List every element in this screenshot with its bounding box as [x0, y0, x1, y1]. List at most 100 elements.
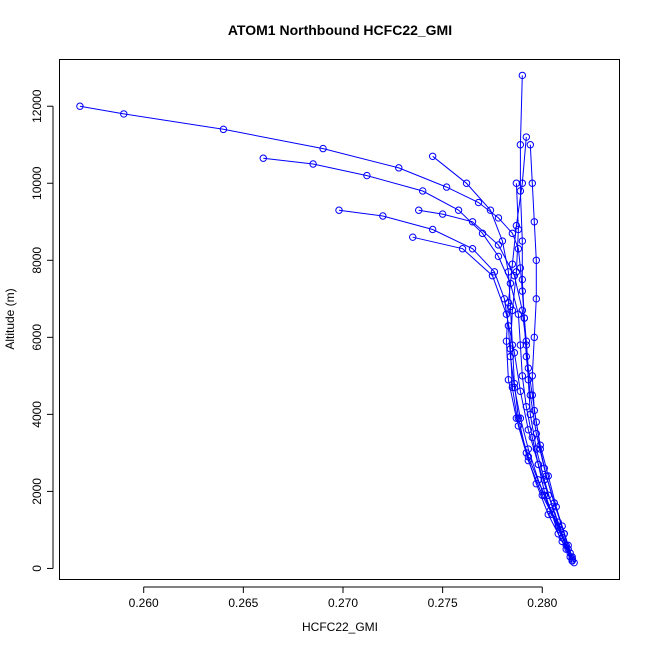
data-point	[468, 245, 477, 253]
data-point	[395, 164, 403, 172]
data-point	[504, 298, 513, 307]
data-point	[562, 541, 570, 550]
profile-series	[76, 102, 576, 565]
data-point	[494, 241, 503, 249]
x-axis-label: HCFC22_GMI	[302, 620, 378, 634]
data-point	[524, 376, 533, 384]
data-point	[512, 221, 521, 230]
series-line	[519, 75, 573, 559]
data-point	[442, 183, 451, 191]
data-point	[502, 337, 511, 345]
data-point	[428, 152, 437, 160]
data-point	[520, 314, 529, 322]
data-point	[532, 256, 540, 264]
data-point	[363, 171, 371, 180]
data-point	[536, 441, 544, 449]
x-tick-label: 0.265	[228, 596, 258, 610]
series-line	[432, 155, 573, 561]
data-point	[524, 453, 533, 461]
data-point	[514, 422, 523, 430]
data-point	[540, 491, 548, 499]
y-tick-label: 0	[30, 565, 44, 572]
data-point	[526, 141, 535, 149]
profile-series	[502, 133, 576, 563]
x-tick-label: 0.270	[328, 596, 358, 610]
chart-title: ATOM1 Northbound HCFC22_GMI	[228, 22, 452, 38]
data-point	[438, 210, 447, 218]
data-point	[510, 379, 519, 388]
y-tick-label: 2000	[30, 478, 44, 505]
data-point	[544, 491, 552, 499]
data-point	[518, 306, 527, 315]
y-tick-label: 6000	[30, 324, 44, 351]
x-tick-label: 0.280	[527, 596, 557, 610]
data-point	[544, 510, 552, 519]
data-point	[512, 268, 521, 276]
data-point	[486, 206, 495, 214]
data-point	[510, 349, 519, 357]
series-line	[338, 209, 571, 558]
data-point	[526, 410, 535, 419]
data-point	[120, 110, 128, 118]
profile-series	[409, 233, 576, 565]
data-point	[498, 237, 507, 245]
data-point	[474, 198, 483, 207]
data-point	[516, 387, 525, 395]
data-point	[309, 160, 317, 168]
data-point	[530, 218, 539, 226]
data-point	[462, 179, 471, 187]
data-point	[524, 426, 533, 434]
data-point	[335, 206, 343, 214]
data-point	[530, 333, 539, 342]
data-point	[532, 418, 540, 426]
data-point	[522, 133, 531, 141]
data-point	[514, 245, 523, 253]
data-point	[518, 237, 527, 245]
y-axis-label: Altitude (m)	[3, 288, 17, 349]
series-line	[79, 105, 573, 561]
data-point	[560, 530, 568, 538]
data-point	[518, 275, 527, 284]
data-point	[415, 206, 423, 214]
data-point	[319, 144, 327, 153]
data-point	[514, 414, 523, 422]
data-point	[516, 141, 525, 149]
series-line	[529, 144, 573, 558]
data-point	[518, 71, 527, 80]
data-point	[516, 264, 525, 272]
data-point	[454, 206, 463, 214]
data-point	[494, 252, 503, 261]
series-line	[418, 209, 575, 563]
data-point	[468, 218, 477, 226]
data-point	[508, 260, 517, 268]
data-point	[494, 214, 503, 222]
data-point	[530, 406, 539, 415]
data-point	[512, 414, 521, 422]
profile-series	[428, 152, 576, 565]
data-point	[518, 179, 527, 187]
series-line	[505, 136, 573, 559]
data-point	[532, 445, 540, 453]
data-point	[379, 212, 387, 220]
data-point	[532, 429, 540, 438]
y-tick-label: 4000	[30, 401, 44, 428]
data-point	[419, 187, 427, 195]
data-point	[488, 272, 497, 280]
data-point	[219, 125, 228, 134]
series-line	[509, 183, 571, 554]
data-point	[502, 310, 511, 318]
data-point	[514, 225, 523, 234]
data-point	[514, 310, 523, 318]
x-axis: 0.260 0.265 0.270 0.275 0.280	[129, 586, 558, 610]
data-point	[508, 383, 517, 392]
data-point	[504, 376, 513, 384]
data-point	[490, 268, 499, 276]
y-tick-label: 10000	[30, 166, 44, 200]
y-tick-label: 12000	[30, 89, 44, 123]
data-point	[534, 460, 542, 469]
data-point	[506, 302, 515, 311]
profile-series	[335, 206, 574, 561]
x-tick-label: 0.260	[129, 596, 159, 610]
data-point	[508, 306, 517, 315]
